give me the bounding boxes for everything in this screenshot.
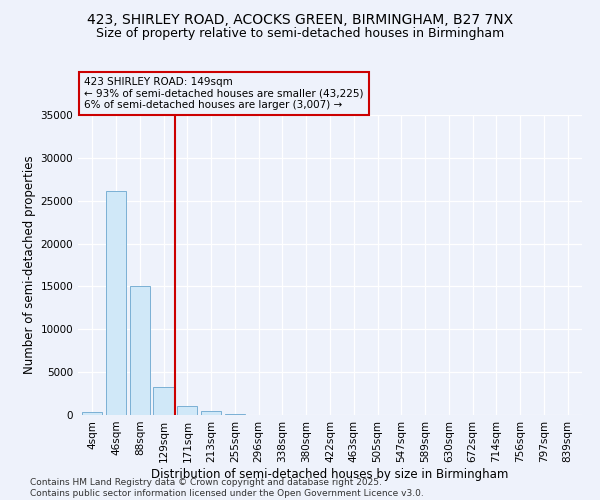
Bar: [82, 412, 103, 415]
Bar: [106, 192, 126, 415]
Text: 423, SHIRLEY ROAD, ACOCKS GREEN, BIRMINGHAM, B27 7NX: 423, SHIRLEY ROAD, ACOCKS GREEN, BIRMING…: [87, 12, 513, 26]
Text: 423 SHIRLEY ROAD: 149sqm
← 93% of semi-detached houses are smaller (43,225)
6% o: 423 SHIRLEY ROAD: 149sqm ← 93% of semi-d…: [84, 77, 364, 110]
Bar: [201, 411, 221, 415]
Bar: [130, 286, 150, 415]
Text: Contains HM Land Registry data © Crown copyright and database right 2025.
Contai: Contains HM Land Registry data © Crown c…: [30, 478, 424, 498]
Bar: [177, 406, 197, 415]
Bar: [154, 386, 173, 415]
X-axis label: Distribution of semi-detached houses by size in Birmingham: Distribution of semi-detached houses by …: [151, 468, 509, 480]
Text: Size of property relative to semi-detached houses in Birmingham: Size of property relative to semi-detach…: [96, 28, 504, 40]
Y-axis label: Number of semi-detached properties: Number of semi-detached properties: [23, 156, 36, 374]
Bar: [225, 414, 245, 415]
